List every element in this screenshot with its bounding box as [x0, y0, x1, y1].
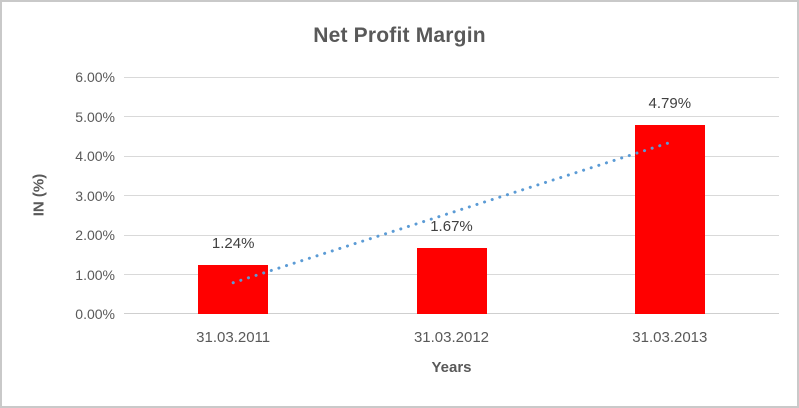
bar-value-label: 4.79% — [648, 94, 692, 112]
x-tick-label: 31.03.2013 — [632, 329, 708, 346]
gridline — [124, 76, 779, 78]
y-tick-label: 1.00% — [75, 266, 115, 283]
y-tick-label: 3.00% — [75, 187, 115, 204]
trendline-path — [231, 141, 672, 285]
plot-area: 1.24% 31.03.2011 1.67% 31.03.2012 4.79% 31.03… — [124, 76, 779, 346]
x-tick-label: 31.03.2011 — [196, 329, 271, 346]
y-tick-label: 5.00% — [75, 108, 115, 125]
bar — [416, 248, 487, 314]
y-tick-label: 2.00% — [75, 227, 115, 243]
gridline — [124, 195, 779, 196]
y-tick-label: 0.00% — [75, 306, 115, 322]
y-tick-label: 4.00% — [75, 148, 115, 164]
y-tick-label: 6.00% — [75, 69, 115, 85]
x-axis-title: Years — [431, 359, 472, 376]
x-tick-label: 31.03.2012 — [413, 329, 490, 346]
gridline — [124, 155, 779, 157]
bar — [634, 124, 705, 314]
bar-value-label: 1.24% — [211, 235, 255, 253]
chart-title: Net Profit Margin — [313, 24, 486, 47]
gridline — [124, 234, 779, 236]
gridline — [124, 116, 779, 117]
trendline — [231, 141, 672, 285]
bar-value-label: 1.67% — [430, 218, 473, 236]
bar — [198, 265, 269, 314]
